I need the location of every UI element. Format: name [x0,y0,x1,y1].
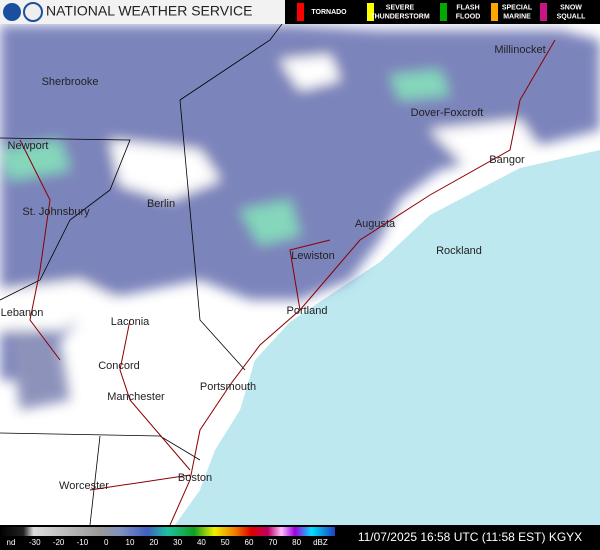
scale-label: -20 [53,538,65,547]
warning-swatch [491,3,498,21]
warning-label: FLOOD [456,13,481,20]
warning-swatch [297,3,304,21]
city-label: St. Johnsbury [22,206,90,218]
warning-label: THUNDERSTORM [370,13,430,20]
scale-label: 20 [149,538,158,547]
scale-label: -10 [77,538,89,547]
scale-label: dBZ [313,538,328,547]
scale-label: 80 [292,538,301,547]
city-label: Rockland [436,245,482,257]
warning-legend: TORNADO SEVERE THUNDERSTORM FLASH FLOOD SPECI… [297,3,586,21]
city-label: Dover-Foxcroft [411,107,484,119]
city-label: Worcester [59,480,109,492]
scale-labels: nd -30 -20 -10 0 10 20 30 40 50 60 70 80 dBZ [7,538,328,547]
warning-swatch [440,3,447,21]
city-labels: Millinocket Sherbrooke Dover-Foxcroft Newpo… [1,44,546,492]
color-scale [0,527,335,536]
warning-label: SNOW [560,4,582,11]
warning-label: SPECIAL [502,4,533,11]
roads [19,39,556,526]
city-label: Augusta [355,218,396,230]
city-label: Bangor [489,154,525,166]
city-label: Laconia [111,316,150,328]
state-borders [0,0,301,526]
timestamp: 11/07/2025 16:58 UTC (11:58 EST) KGYX [358,530,582,544]
scale-label: 60 [245,538,254,547]
city-label: Lewiston [291,250,334,262]
warning-swatch [540,3,547,21]
scale-label: 10 [126,538,135,547]
city-label: Newport [8,140,49,152]
header-bar [0,0,285,24]
scale-label: 30 [173,538,182,547]
city-label: Lebanon [1,307,44,319]
warning-label: FLASH [456,4,479,11]
warning-label: SQUALL [557,13,587,20]
city-label: Portland [287,305,328,317]
scale-label: 50 [221,538,230,547]
city-label: Boston [178,472,212,484]
ocean [175,150,600,525]
city-label: Millinocket [494,44,545,56]
scale-label: 70 [268,538,277,547]
scale-label: nd [7,538,16,547]
warning-label: MARINE [503,13,531,20]
warning-swatch [367,3,374,21]
scale-label: 40 [197,538,206,547]
scale-label: 0 [104,538,109,547]
city-label: Portsmouth [200,381,256,393]
city-label: Berlin [147,198,175,210]
city-label: Sherbrooke [42,76,99,88]
city-label: Manchester [107,391,165,403]
noaa-logo [3,3,21,21]
scale-label: -30 [29,538,41,547]
warning-label: SEVERE [386,4,415,11]
warning-label: TORNADO [311,9,347,16]
radar-echoes [0,25,600,410]
agency-name: NATIONAL WEATHER SERVICE [46,3,252,19]
city-label: Concord [98,360,140,372]
nws-logo [23,2,43,22]
